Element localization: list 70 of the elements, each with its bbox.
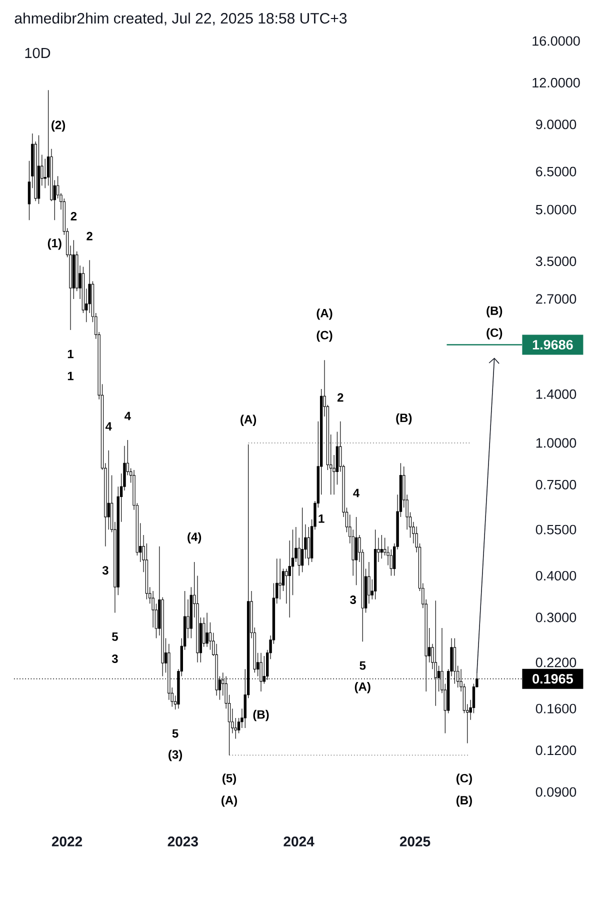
y-tick-label: 0.7500 (536, 480, 576, 490)
annotation: (C) (316, 330, 332, 342)
text: (A) (222, 796, 237, 807)
annotation: (C) (456, 774, 472, 785)
y-tick-label: 5.0000 (536, 204, 576, 214)
annotation: (1) (48, 238, 62, 250)
y-tick-label: 2.7000 (536, 294, 576, 304)
annotation: 2 (337, 393, 344, 402)
annotation: (3) (168, 750, 182, 762)
candlestick (354, 516, 358, 586)
annotation: (B) (396, 413, 412, 425)
annotation: 3 (102, 566, 108, 575)
annotation: 5 (112, 632, 118, 641)
candlestick (291, 529, 294, 596)
y-tick-label: 0.5500 (536, 524, 576, 534)
y-tick-label: 0.1200 (536, 746, 576, 756)
annotation: (2) (52, 120, 66, 132)
candlestick (152, 590, 154, 628)
annotation: (B) (486, 306, 502, 318)
y-tick-label: 1.0000 (536, 438, 576, 448)
annotation: (C) (486, 328, 502, 340)
annotation: (A) (354, 682, 370, 694)
annotation: 5 (360, 661, 366, 670)
candlestick (278, 558, 282, 600)
data-label: 1.9686 (532, 340, 573, 350)
candlestick (107, 450, 110, 530)
x-tick-label: 2025 (400, 836, 430, 846)
annotation: 3 (112, 654, 118, 663)
annotation: 1 (68, 350, 74, 358)
annotation: 4 (353, 488, 360, 498)
y-tick-label: 12.0000 (532, 78, 580, 88)
annotation: 1 (318, 514, 324, 523)
annotation: 4 (124, 412, 131, 420)
annotation: (A) (316, 308, 332, 320)
candlestick (44, 158, 46, 188)
y-tick-label: 0.1600 (536, 704, 576, 714)
annotation: 2 (86, 232, 92, 240)
x-tick-label: 2023 (168, 836, 198, 846)
y-tick-label: 6.5000 (536, 166, 576, 176)
candlestick (196, 575, 199, 663)
candlestick (294, 526, 298, 562)
text: ahmedibr2him created, Jul 22, 2025 18:58 UTC+3 (14, 12, 347, 26)
candlestick (288, 540, 291, 618)
text: (B) (456, 796, 472, 807)
candlestick (72, 240, 76, 300)
candlestick (336, 431, 339, 485)
annotation: 2 (70, 212, 77, 220)
annotation: (A) (240, 414, 256, 426)
chart-title: 10D (25, 48, 50, 58)
y-tick-label: 9.0000 (536, 120, 576, 130)
annotation: (4) (188, 532, 202, 544)
x-tick-label: 2022 (52, 836, 82, 846)
y-tick-label: 0.4000 (536, 570, 576, 581)
y-tick-label: 1.4000 (536, 389, 576, 399)
annotation: (B) (253, 710, 269, 722)
x-tick-label: 2024 (284, 836, 314, 846)
annotation: 1 (68, 372, 74, 380)
candlestick (88, 260, 91, 314)
annotation: 3 (350, 596, 356, 604)
annotation: (5) (222, 774, 236, 785)
annotation: 5 (172, 729, 178, 738)
y-tick-label: 3.5000 (536, 256, 576, 266)
ref-line-label: 0.1965 (532, 674, 573, 684)
annotation: 4 (105, 422, 112, 430)
y-tick-label: 0.2200 (536, 658, 576, 668)
y-tick-label: 16.0000 (532, 36, 580, 46)
y-tick-label: 0.3000 (536, 612, 576, 622)
candlestick (206, 612, 208, 648)
y-tick-label: 0.0900 (536, 787, 576, 797)
candlestick (386, 546, 390, 566)
